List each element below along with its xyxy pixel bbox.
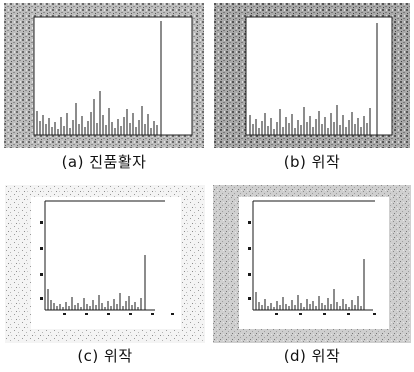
figure-panel-b: (b) 위작 — [214, 3, 410, 184]
histogram-image-c — [5, 185, 205, 343]
plot-area — [33, 16, 193, 136]
histogram-bars — [255, 259, 365, 310]
plot-area — [31, 197, 181, 329]
histogram-image-a — [4, 3, 204, 148]
figure-panel-a: (a) 진품활자 — [4, 3, 204, 184]
panel-caption: (b) 위작 — [283, 153, 341, 171]
x-ticks — [63, 313, 174, 315]
y-ticks — [40, 221, 43, 300]
figure-panel-d: (d) 위작 — [213, 185, 411, 370]
histogram-bars — [249, 23, 378, 135]
panel-caption: (c) 위작 — [77, 347, 133, 365]
x-ticks — [275, 313, 376, 315]
y-ticks — [248, 221, 251, 300]
histogram-image-d — [213, 185, 411, 343]
panel-caption: (d) 위작 — [283, 347, 341, 365]
histogram-image-b — [214, 3, 410, 148]
figure-panel-c: (c) 위작 — [5, 185, 205, 370]
panel-caption: (a) 진품활자 — [61, 153, 147, 171]
histogram-bars — [47, 255, 146, 310]
histogram-bars — [36, 21, 162, 135]
